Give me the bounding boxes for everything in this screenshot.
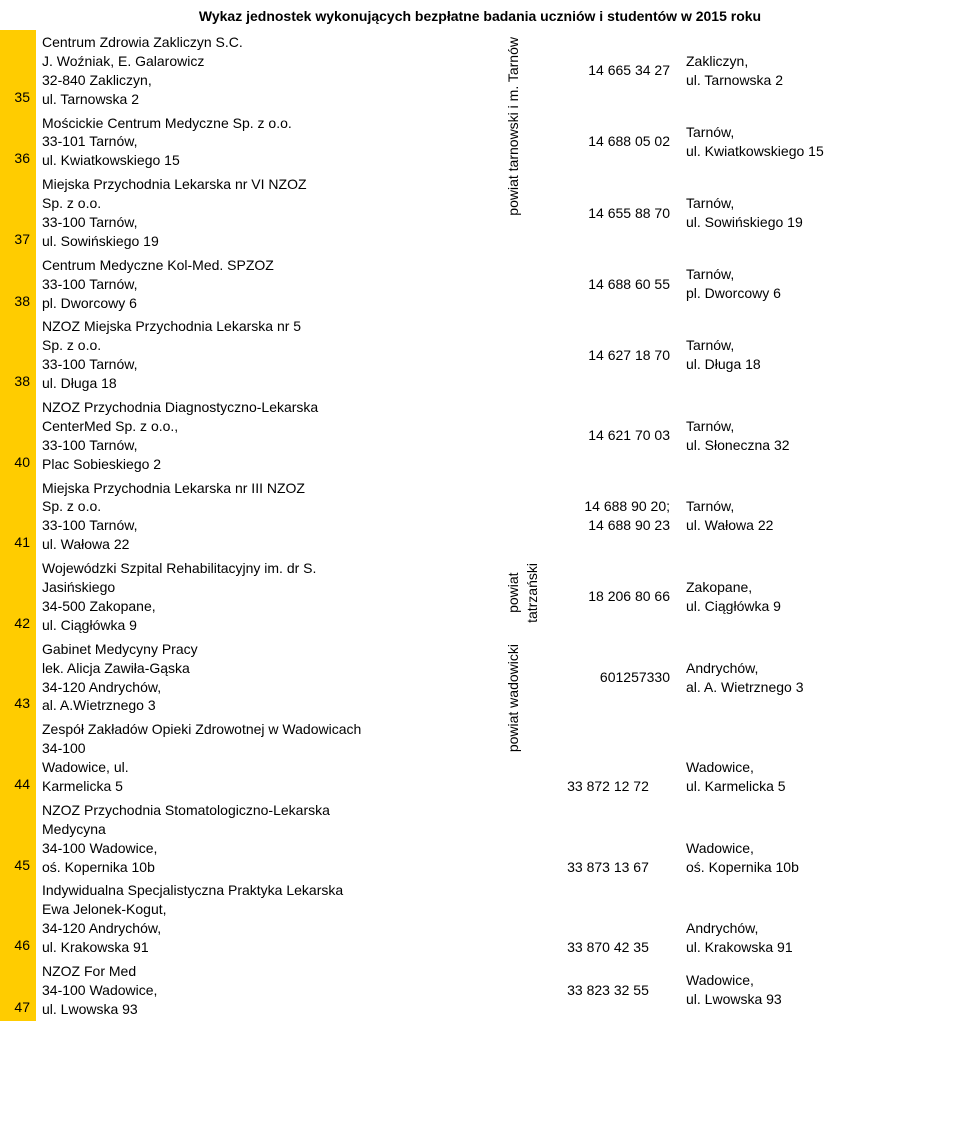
row-index: 43 <box>0 637 36 718</box>
unit-name: NZOZ Przychodnia Diagnostyczno-Lekarska … <box>36 395 496 476</box>
row-index: 36 <box>0 111 36 173</box>
row-index: 41 <box>0 476 36 557</box>
region-cell: powiat tarnowski i m. Tarnów <box>496 30 540 253</box>
table-row: 40 NZOZ Przychodnia Diagnostyczno-Lekars… <box>0 395 960 476</box>
table-row: 42 Wojewódzki Szpital Rehabilitacyjny im… <box>0 556 960 637</box>
phone: 14 688 05 02 <box>540 111 680 173</box>
table-row: 38 Centrum Medyczne Kol-Med. SPZOZ 33-10… <box>0 253 960 315</box>
region-cell <box>496 253 540 556</box>
unit-name: Centrum Zdrowia Zakliczyn S.C. J. Woźnia… <box>36 30 496 111</box>
address: Wadowice, oś. Kopernika 10b <box>680 798 960 879</box>
row-index: 37 <box>0 172 36 253</box>
address: Tarnów, ul. Kwiatkowskiego 15 <box>680 111 960 173</box>
table-row: 45 NZOZ Przychodnia Stomatologiczno-Leka… <box>0 798 960 879</box>
phone: 14 688 60 55 <box>540 253 680 315</box>
table-row: 41 Miejska Przychodnia Lekarska nr III N… <box>0 476 960 557</box>
phone: 14 665 34 27 <box>540 30 680 111</box>
row-index: 46 <box>0 878 36 959</box>
row-index: 45 <box>0 798 36 879</box>
region-cell: powiat tatrzański <box>496 556 540 637</box>
phone: 33 873 13 67 <box>540 798 680 879</box>
row-index: 42 <box>0 556 36 637</box>
address: Wadowice, ul. Karmelicka 5 <box>680 717 960 798</box>
table-row: 35 Centrum Zdrowia Zakliczyn S.C. J. Woź… <box>0 30 960 111</box>
address: Wadowice, ul. Lwowska 93 <box>680 959 960 1021</box>
page-title: Wykaz jednostek wykonujących bezpłatne b… <box>0 0 960 30</box>
unit-name: Zespół Zakładów Opieki Zdrowotnej w Wado… <box>36 717 496 798</box>
address: Zakliczyn, ul. Tarnowska 2 <box>680 30 960 111</box>
phone: 14 655 88 70 <box>540 172 680 253</box>
region-label: powiat tarnowski i m. Tarnów <box>502 33 525 220</box>
address: Zakopane, ul. Ciągłówka 9 <box>680 556 960 637</box>
unit-name: NZOZ For Med 34-100 Wadowice, ul. Lwowsk… <box>36 959 496 1021</box>
unit-name: Miejska Przychodnia Lekarska nr VI NZOZ … <box>36 172 496 253</box>
unit-name: Centrum Medyczne Kol-Med. SPZOZ 33-100 T… <box>36 253 496 315</box>
table-row: 36 Mościckie Centrum Medyczne Sp. z o.o.… <box>0 111 960 173</box>
address: Andrychów, ul. Krakowska 91 <box>680 878 960 959</box>
phone: 601257330 <box>540 637 680 718</box>
row-index: 35 <box>0 30 36 111</box>
row-index: 47 <box>0 959 36 1021</box>
phone: 33 823 32 55 <box>540 959 680 1021</box>
unit-name: Wojewódzki Szpital Rehabilitacyjny im. d… <box>36 556 496 637</box>
unit-name: Gabinet Medycyny Pracy lek. Alicja Zawił… <box>36 637 496 718</box>
address: Tarnów, ul. Słoneczna 32 <box>680 395 960 476</box>
table-row: 46 Indywidualna Specjalistyczna Praktyka… <box>0 878 960 959</box>
address: Tarnów, ul. Długa 18 <box>680 314 960 395</box>
unit-name: NZOZ Miejska Przychodnia Lekarska nr 5 S… <box>36 314 496 395</box>
table-row: 37 Miejska Przychodnia Lekarska nr VI NZ… <box>0 172 960 253</box>
unit-name: Miejska Przychodnia Lekarska nr III NZOZ… <box>36 476 496 557</box>
phone: 14 621 70 03 <box>540 395 680 476</box>
unit-name: Mościckie Centrum Medyczne Sp. z o.o. 33… <box>36 111 496 173</box>
phone: 33 870 42 35 <box>540 878 680 959</box>
row-index: 38 <box>0 314 36 395</box>
region-cell: powiat wadowicki <box>496 637 540 1021</box>
row-index: 44 <box>0 717 36 798</box>
address: Tarnów, ul. Wałowa 22 <box>680 476 960 557</box>
row-index: 38 <box>0 253 36 315</box>
table-row: 47 NZOZ For Med 34-100 Wadowice, ul. Lwo… <box>0 959 960 1021</box>
units-table: 35 Centrum Zdrowia Zakliczyn S.C. J. Woź… <box>0 30 960 1021</box>
phone: 14 627 18 70 <box>540 314 680 395</box>
unit-name: Indywidualna Specjalistyczna Praktyka Le… <box>36 878 496 959</box>
row-index: 40 <box>0 395 36 476</box>
phone: 18 206 80 66 <box>540 556 680 637</box>
table-row: 38 NZOZ Miejska Przychodnia Lekarska nr … <box>0 314 960 395</box>
region-label: powiat tatrzański <box>502 559 544 627</box>
table-row: 43 Gabinet Medycyny Pracy lek. Alicja Za… <box>0 637 960 718</box>
phone: 14 688 90 20; 14 688 90 23 <box>540 476 680 557</box>
address: Tarnów, pl. Dworcowy 6 <box>680 253 960 315</box>
phone: 33 872 12 72 <box>540 717 680 798</box>
address: Andrychów, al. A. Wietrznego 3 <box>680 637 960 718</box>
region-label: powiat wadowicki <box>502 640 525 756</box>
address: Tarnów, ul. Sowińskiego 19 <box>680 172 960 253</box>
unit-name: NZOZ Przychodnia Stomatologiczno-Lekarsk… <box>36 798 496 879</box>
table-row: 44 Zespół Zakładów Opieki Zdrowotnej w W… <box>0 717 960 798</box>
